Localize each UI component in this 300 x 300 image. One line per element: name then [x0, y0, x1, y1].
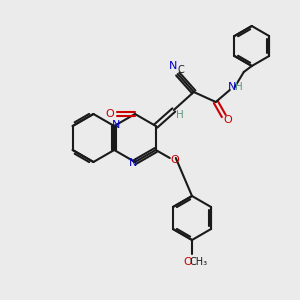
Text: H: H	[176, 110, 184, 120]
Text: O: O	[184, 257, 192, 267]
Text: N: N	[169, 61, 177, 71]
Text: H: H	[235, 82, 243, 92]
Text: N: N	[112, 120, 120, 130]
Text: O: O	[106, 109, 114, 119]
Text: O: O	[224, 115, 232, 125]
Text: CH₃: CH₃	[190, 257, 208, 267]
Text: O: O	[170, 155, 179, 165]
Text: N: N	[228, 82, 236, 92]
Text: C: C	[177, 65, 184, 75]
Text: N: N	[129, 158, 137, 168]
